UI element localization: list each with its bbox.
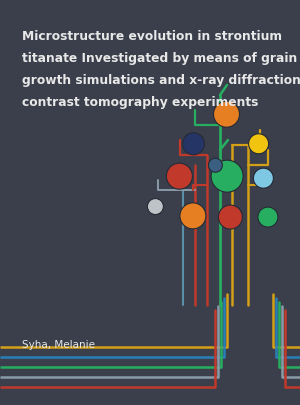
Text: Syha, Melanie: Syha, Melanie xyxy=(22,340,95,350)
Circle shape xyxy=(254,168,273,188)
Circle shape xyxy=(218,205,242,229)
Text: contrast tomography experiments: contrast tomography experiments xyxy=(22,96,258,109)
Circle shape xyxy=(180,203,206,229)
Circle shape xyxy=(211,160,243,192)
Circle shape xyxy=(167,163,192,189)
Circle shape xyxy=(147,198,164,215)
Text: growth simulations and x-ray diffraction: growth simulations and x-ray diffraction xyxy=(22,74,300,87)
Circle shape xyxy=(258,207,278,227)
Circle shape xyxy=(214,101,239,127)
Circle shape xyxy=(249,134,268,154)
Circle shape xyxy=(182,133,205,155)
Text: Microstructure evolution in strontium: Microstructure evolution in strontium xyxy=(22,30,282,43)
Circle shape xyxy=(208,158,222,172)
Text: titanate Investigated by means of grain: titanate Investigated by means of grain xyxy=(22,52,297,65)
